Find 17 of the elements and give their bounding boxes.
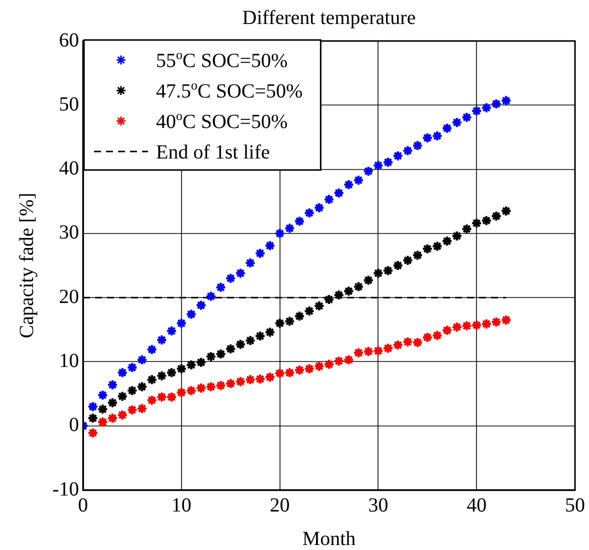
x-tick-label: 10 bbox=[171, 494, 192, 516]
y-tick-label: 40 bbox=[59, 158, 79, 180]
y-tick-label: 0 bbox=[69, 414, 79, 436]
y-tick-label: 10 bbox=[59, 350, 79, 372]
legend-label: End of 1st life bbox=[156, 142, 270, 164]
x-axis-title: Month bbox=[302, 528, 356, 550]
y-tick-label: -10 bbox=[52, 478, 79, 500]
x-tick-label: 50 bbox=[565, 494, 585, 516]
y-tick-label: 60 bbox=[59, 29, 79, 52]
y-axis-title: Capacity fade [%] bbox=[16, 192, 38, 338]
chart-title: Different temperature bbox=[242, 7, 416, 29]
y-tick-label: 30 bbox=[59, 222, 79, 244]
x-tick-label: 30 bbox=[368, 494, 388, 516]
y-tick-label: 50 bbox=[59, 93, 79, 116]
y-tick-label: 20 bbox=[59, 286, 79, 308]
x-tick-label: 20 bbox=[270, 494, 290, 516]
x-tick-label: 40 bbox=[466, 494, 487, 516]
